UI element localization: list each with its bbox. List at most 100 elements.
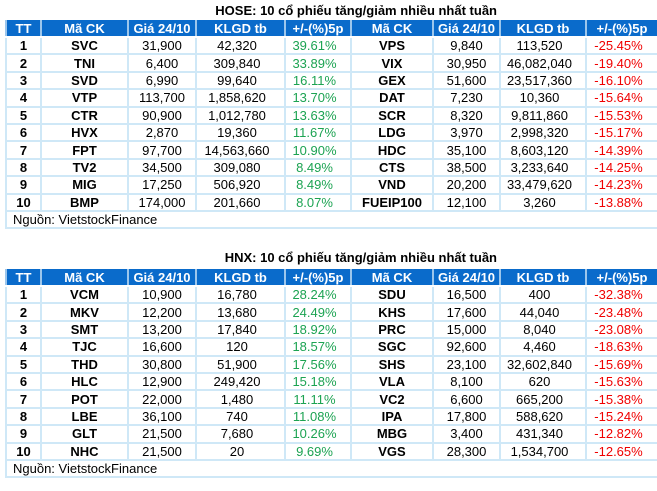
ticker-loser-cell: DAT xyxy=(350,88,434,108)
volume-loser-cell: 46,082,040 xyxy=(499,53,587,73)
table-row: 7 FPT 97,700 14,563,660 10.90% HDC 35,100 8,603… xyxy=(5,140,657,160)
ticker-gainer-cell: MIG xyxy=(40,175,129,195)
ticker-gainer-cell: SMT xyxy=(40,319,129,340)
volume-gainer-cell: 249,420 xyxy=(195,371,286,392)
column-header: TT xyxy=(5,269,42,287)
ticker-loser-cell: VC2 xyxy=(350,389,434,409)
ticker-loser-cell: VPS xyxy=(350,35,434,56)
price-loser-cell: 3,400 xyxy=(432,424,501,444)
change-loser-cell: -12.65% xyxy=(585,441,657,461)
header-row: TT Mã CK Giá 24/10 KLGD tb +/-(%)5p Mã CK Giá … xyxy=(5,269,657,287)
change-gainer-cell: 11.08% xyxy=(284,406,352,427)
table-row: 4 VTP 113,700 1,858,620 13.70% DAT 7,230 10,360… xyxy=(5,88,657,108)
table-row: 5 THD 30,800 51,900 17.56% SHS 23,100 32,602,84… xyxy=(5,354,657,374)
table-row: 5 CTR 90,900 1,012,780 13.63% SCR 8,320 9,811,8… xyxy=(5,105,657,125)
column-header: +/-(%)5p xyxy=(284,269,352,287)
price-gainer-cell: 21,500 xyxy=(127,441,197,461)
price-gainer-cell: 13,200 xyxy=(127,319,197,340)
price-gainer-cell: 10,900 xyxy=(127,284,197,305)
table-row: 2 MKV 12,200 13,680 24.49% KHS 17,600 44,040 -23… xyxy=(5,302,657,322)
volume-loser-cell: 113,520 xyxy=(499,35,587,56)
volume-gainer-cell: 51,900 xyxy=(195,354,286,374)
column-header: Giá 24/10 xyxy=(127,269,197,287)
price-loser-cell: 23,100 xyxy=(432,354,501,374)
column-header: +/-(%)5p xyxy=(585,20,657,38)
volume-gainer-cell: 740 xyxy=(195,406,286,427)
table-row: 3 SVD 6,990 99,640 16.11% GEX 51,600 23,517,360… xyxy=(5,70,657,91)
price-gainer-cell: 6,990 xyxy=(127,70,197,91)
table-row: 10 BMP 174,000 201,660 8.07% FUEIP100 12,100 3,… xyxy=(5,192,657,212)
price-gainer-cell: 90,900 xyxy=(127,105,197,125)
rank-cell: 5 xyxy=(5,354,42,374)
price-gainer-cell: 12,900 xyxy=(127,371,197,392)
column-header: TT xyxy=(5,20,42,38)
ticker-loser-cell: SGC xyxy=(350,337,434,357)
volume-loser-cell: 620 xyxy=(499,371,587,392)
change-loser-cell: -14.23% xyxy=(585,175,657,195)
change-gainer-cell: 9.69% xyxy=(284,441,352,461)
ticker-loser-cell: VND xyxy=(350,175,434,195)
source-note: Nguồn: VietstockFinance xyxy=(5,458,657,479)
price-loser-cell: 17,800 xyxy=(432,406,501,427)
change-gainer-cell: 18.92% xyxy=(284,319,352,340)
column-header: KLGD tb xyxy=(195,269,286,287)
table-row: 4 TJC 16,600 120 18.57% SGC 92,600 4,460 -18.63% xyxy=(5,337,657,357)
header-row: TT Mã CK Giá 24/10 KLGD tb +/-(%)5p Mã CK Giá … xyxy=(5,20,657,38)
hnx-title: HNX: 10 cổ phiếu tăng/giảm nhiều nhất tu… xyxy=(224,250,497,265)
column-header: KLGD tb xyxy=(499,269,587,287)
change-loser-cell: -12.82% xyxy=(585,424,657,444)
price-loser-cell: 15,000 xyxy=(432,319,501,340)
ticker-gainer-cell: VTP xyxy=(40,88,129,108)
change-gainer-cell: 16.11% xyxy=(284,70,352,91)
volume-loser-cell: 3,233,640 xyxy=(499,157,587,178)
ticker-loser-cell: LDG xyxy=(350,122,434,143)
column-header: Mã CK xyxy=(40,20,129,38)
ticker-gainer-cell: HLC xyxy=(40,371,129,392)
rank-cell: 1 xyxy=(5,35,42,56)
hnx-table: TT Mã CK Giá 24/10 KLGD tb +/-(%)5p Mã CK Giá … xyxy=(5,269,657,479)
change-loser-cell: -15.63% xyxy=(585,371,657,392)
column-header: Giá 24/10 xyxy=(432,269,501,287)
change-gainer-cell: 10.90% xyxy=(284,140,352,160)
change-loser-cell: -16.10% xyxy=(585,70,657,91)
volume-loser-cell: 8,040 xyxy=(499,319,587,340)
ticker-loser-cell: SCR xyxy=(350,105,434,125)
price-loser-cell: 28,300 xyxy=(432,441,501,461)
change-gainer-cell: 28.24% xyxy=(284,284,352,305)
volume-gainer-cell: 42,320 xyxy=(195,35,286,56)
table-row: 1 SVC 31,900 42,320 39.61% VPS 9,840 113,520 -25… xyxy=(5,35,657,56)
ticker-gainer-cell: CTR xyxy=(40,105,129,125)
volume-loser-cell: 400 xyxy=(499,284,587,305)
change-loser-cell: -15.24% xyxy=(585,406,657,427)
volume-loser-cell: 33,479,620 xyxy=(499,175,587,195)
volume-gainer-cell: 1,012,780 xyxy=(195,105,286,125)
rank-cell: 3 xyxy=(5,319,42,340)
table-row: 6 HLC 12,900 249,420 15.18% VLA 8,100 620 -15.63… xyxy=(5,371,657,392)
ticker-gainer-cell: SVC xyxy=(40,35,129,56)
table-row: 9 GLT 21,500 7,680 10.26% MBG 3,400 431,340 -12.… xyxy=(5,424,657,444)
rank-cell: 4 xyxy=(5,337,42,357)
price-gainer-cell: 174,000 xyxy=(127,192,197,212)
volume-gainer-cell: 7,680 xyxy=(195,424,286,444)
rank-cell: 6 xyxy=(5,122,42,143)
change-gainer-cell: 8.49% xyxy=(284,157,352,178)
ticker-gainer-cell: HVX xyxy=(40,122,129,143)
volume-loser-cell: 9,811,860 xyxy=(499,105,587,125)
hose-title: HOSE: 10 cổ phiếu tăng/giảm nhiều nhất t… xyxy=(215,3,497,18)
rank-cell: 7 xyxy=(5,140,42,160)
change-gainer-cell: 15.18% xyxy=(284,371,352,392)
rank-cell: 10 xyxy=(5,192,42,212)
price-loser-cell: 20,200 xyxy=(432,175,501,195)
rank-cell: 3 xyxy=(5,70,42,91)
volume-loser-cell: 665,200 xyxy=(499,389,587,409)
price-gainer-cell: 97,700 xyxy=(127,140,197,160)
ticker-loser-cell: HDC xyxy=(350,140,434,160)
volume-gainer-cell: 17,840 xyxy=(195,319,286,340)
volume-loser-cell: 4,460 xyxy=(499,337,587,357)
change-gainer-cell: 17.56% xyxy=(284,354,352,374)
change-loser-cell: -15.53% xyxy=(585,105,657,125)
ticker-gainer-cell: VCM xyxy=(40,284,129,305)
change-loser-cell: -15.38% xyxy=(585,389,657,409)
rank-cell: 2 xyxy=(5,302,42,322)
price-gainer-cell: 36,100 xyxy=(127,406,197,427)
